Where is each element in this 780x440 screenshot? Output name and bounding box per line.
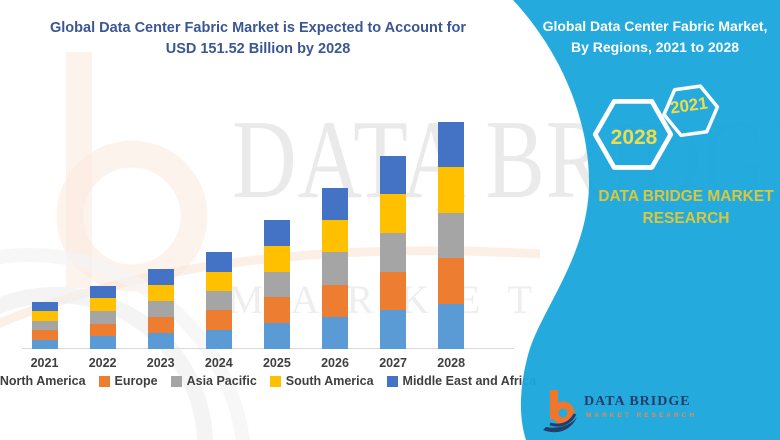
segment-middle-east-and-africa <box>147 269 174 286</box>
segment-asia-pacific <box>438 212 465 259</box>
legend-swatch <box>386 375 398 387</box>
hexagon-outlines <box>592 84 720 170</box>
legend-item-europe: Europe <box>98 374 158 388</box>
legend-item-south-america: South America <box>269 374 374 388</box>
side-panel-title-line2: By Regions, 2021 to 2028 <box>570 39 740 55</box>
legend-label: Europe <box>114 374 158 388</box>
hexagon-2028 <box>592 99 674 170</box>
hexagon-badges: 2028 2021 <box>590 82 730 177</box>
legend-label: Asia Pacific <box>186 374 257 388</box>
segment-asia-pacific <box>322 252 348 285</box>
legend-item-asia-pacific: Asia Pacific <box>170 374 257 388</box>
x-axis-label-2021: 2021 <box>30 356 59 370</box>
brand-text-line1: DATA BRIDGE MARKET <box>598 188 774 205</box>
segment-asia-pacific <box>147 301 174 318</box>
legend-swatch <box>269 375 281 387</box>
legend-label: South America <box>285 374 374 388</box>
segment-asia-pacific <box>263 271 290 298</box>
segment-europe <box>89 323 116 337</box>
segment-north-america <box>89 336 116 349</box>
legend-label: Middle East and Africa <box>402 374 537 388</box>
segment-middle-east-and-africa <box>205 252 232 272</box>
x-axis-label-2025: 2025 <box>262 356 291 370</box>
segment-south-america <box>89 298 116 312</box>
segment-south-america <box>380 194 407 234</box>
chart-title: Global Data Center Fabric Market is Expe… <box>0 18 516 60</box>
dbmr-logo-icon <box>543 390 577 433</box>
segment-asia-pacific <box>205 291 232 311</box>
legend-swatch <box>98 375 110 387</box>
side-panel-title-line1: Global Data Center Fabric Market, <box>542 18 768 34</box>
stacked-bar-2023 <box>147 269 174 349</box>
legend-swatch <box>170 375 182 387</box>
side-panel-brand-text: DATA BRIDGE MARKET RESEARCH <box>588 186 780 230</box>
segment-europe <box>380 271 407 311</box>
chart-legend: North America Europe Asia Pacific South Ame… <box>0 374 536 388</box>
segment-north-america <box>31 339 58 349</box>
x-axis-label-2023: 2023 <box>146 356 175 370</box>
x-axis-label-2026: 2026 <box>321 356 349 370</box>
stacked-bar-chart: 2021 2022 2023 2024 2025 2026 2027 2028 <box>22 122 514 370</box>
segment-asia-pacific <box>89 311 116 324</box>
segment-north-america <box>205 329 232 349</box>
legend-label: North America <box>0 374 86 388</box>
stacked-bar-2027 <box>380 155 407 349</box>
segment-asia-pacific <box>31 320 58 331</box>
stacked-bar-2024 <box>205 252 232 349</box>
segment-europe <box>322 284 348 317</box>
segment-north-america <box>380 310 407 349</box>
dbmr-logo: DATA BRIDGE MARKET RESEARCH <box>540 386 710 436</box>
x-axis-label-2028: 2028 <box>437 356 466 370</box>
segment-south-america <box>147 285 174 302</box>
segment-middle-east-and-africa <box>89 285 116 299</box>
chart-title-line1: Global Data Center Fabric Market is Expe… <box>49 20 467 36</box>
segment-middle-east-and-africa <box>322 187 348 221</box>
legend-item-middle-east-and-africa: Middle East and Africa <box>386 374 537 388</box>
segment-europe <box>263 297 290 324</box>
side-panel-title: Global Data Center Fabric Market, By Reg… <box>535 16 775 58</box>
segment-south-america <box>31 311 58 321</box>
x-axis-label-2024: 2024 <box>204 356 233 370</box>
hexagon-2028-label: 2028 <box>610 126 658 149</box>
segment-north-america <box>263 323 290 349</box>
segment-north-america <box>322 316 348 349</box>
brand-text-line2: RESEARCH <box>642 210 730 227</box>
segment-north-america <box>438 303 465 349</box>
segment-middle-east-and-africa <box>438 122 465 168</box>
x-axis-label-2027: 2027 <box>379 356 407 370</box>
stacked-bar-2021 <box>31 301 58 349</box>
segment-europe <box>438 258 465 304</box>
segment-north-america <box>147 333 174 349</box>
chart-title-line2: USD 151.52 Billion by 2028 <box>165 41 351 57</box>
legend-item-north-america: North America <box>0 374 86 388</box>
dbmr-logo-name: DATA BRIDGE <box>584 394 691 409</box>
segment-asia-pacific <box>380 233 407 272</box>
segment-south-america <box>205 271 232 292</box>
segment-middle-east-and-africa <box>263 220 290 246</box>
segment-europe <box>205 310 232 330</box>
stacked-bar-2028 <box>438 122 465 349</box>
segment-europe <box>31 330 58 340</box>
hexagon-2021 <box>662 84 720 138</box>
stacked-bar-2025 <box>263 220 290 349</box>
segment-middle-east-and-africa <box>31 301 58 312</box>
stacked-bar-2022 <box>89 285 116 349</box>
dbmr-logo-subtitle: MARKET RESEARCH <box>586 412 698 419</box>
segment-south-america <box>438 167 465 213</box>
segment-middle-east-and-africa <box>380 155 407 195</box>
segment-south-america <box>322 220 348 253</box>
segment-europe <box>147 317 174 334</box>
x-axis-label-2022: 2022 <box>88 356 117 370</box>
segment-south-america <box>263 245 290 272</box>
stacked-bar-2026 <box>322 187 348 349</box>
